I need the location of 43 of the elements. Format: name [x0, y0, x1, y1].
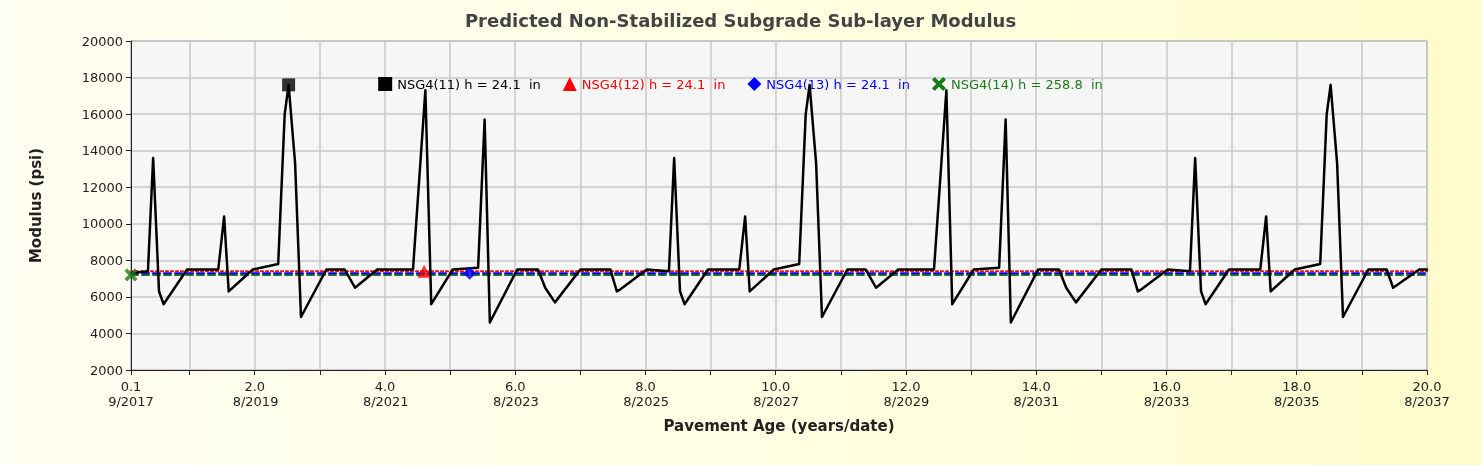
chart-title: Predicted Non-Stabilized Subgrade Sub-layer Modulus	[464, 9, 1017, 31]
x-tick-label: 16.0	[1152, 379, 1181, 394]
y-tick-label: 4000	[89, 325, 123, 341]
x2-tick-label: 8/2021	[362, 394, 409, 409]
y-tick-label: 14000	[81, 143, 123, 159]
x2-tick-label: 8/2037	[1404, 394, 1450, 409]
x-axis-title: Pavement Age (years/date)	[663, 416, 895, 435]
x2-tick-label: 9/2017	[108, 394, 154, 409]
y-tick-label: 10000	[81, 216, 123, 232]
x-tick-label: 10.0	[761, 379, 791, 394]
x-tick-label: 0.1	[120, 379, 142, 394]
x-tick-label: 6.0	[504, 379, 526, 394]
x-tick-label: 18.0	[1282, 379, 1312, 394]
point	[417, 264, 431, 278]
x-tick-label: 4.0	[374, 379, 396, 394]
x2-tick-label: 8/2027	[753, 394, 800, 409]
x2-tick-label: 8/2025	[623, 394, 669, 409]
y-tick-label: 6000	[89, 289, 123, 305]
y-tick-label: 20000	[81, 33, 123, 49]
x2-tick-label: 8/2023	[492, 394, 539, 409]
y-tick-label: 18000	[81, 70, 123, 86]
x2-tick-label: 8/2019	[232, 394, 279, 409]
x-tick-label: 8.0	[635, 379, 656, 394]
legend-label: NSG4(12) h = 24.1 in	[581, 76, 726, 92]
y-tick-label: 12000	[81, 179, 123, 195]
point	[124, 268, 138, 282]
x-tick-label: 2.0	[244, 379, 266, 394]
legend-label: NSG4(13) h = 24.1 in	[766, 76, 910, 92]
x-tick-label: 20.0	[1412, 379, 1442, 394]
x2-tick-label: 8/2033	[1143, 394, 1190, 409]
x-tick-label: 12.0	[891, 379, 921, 394]
y-tick-label: 8000	[89, 252, 123, 268]
point	[282, 78, 296, 92]
y-axis-title: Modulus (psi)	[26, 147, 45, 264]
x2-tick-label: 8/2035	[1273, 394, 1320, 409]
y-tick-label: 16000	[81, 106, 123, 122]
x2-tick-label: 8/2031	[1013, 394, 1060, 409]
y-tick-label: 2000	[89, 362, 123, 378]
x2-tick-label: 8/2029	[883, 394, 930, 409]
legend-label: NSG4(14) h = 258.8 in	[950, 76, 1103, 92]
legend-label: NSG4(11) h = 24.1 in	[397, 76, 541, 92]
x-tick-label: 14.0	[1021, 379, 1051, 394]
point	[463, 266, 477, 280]
